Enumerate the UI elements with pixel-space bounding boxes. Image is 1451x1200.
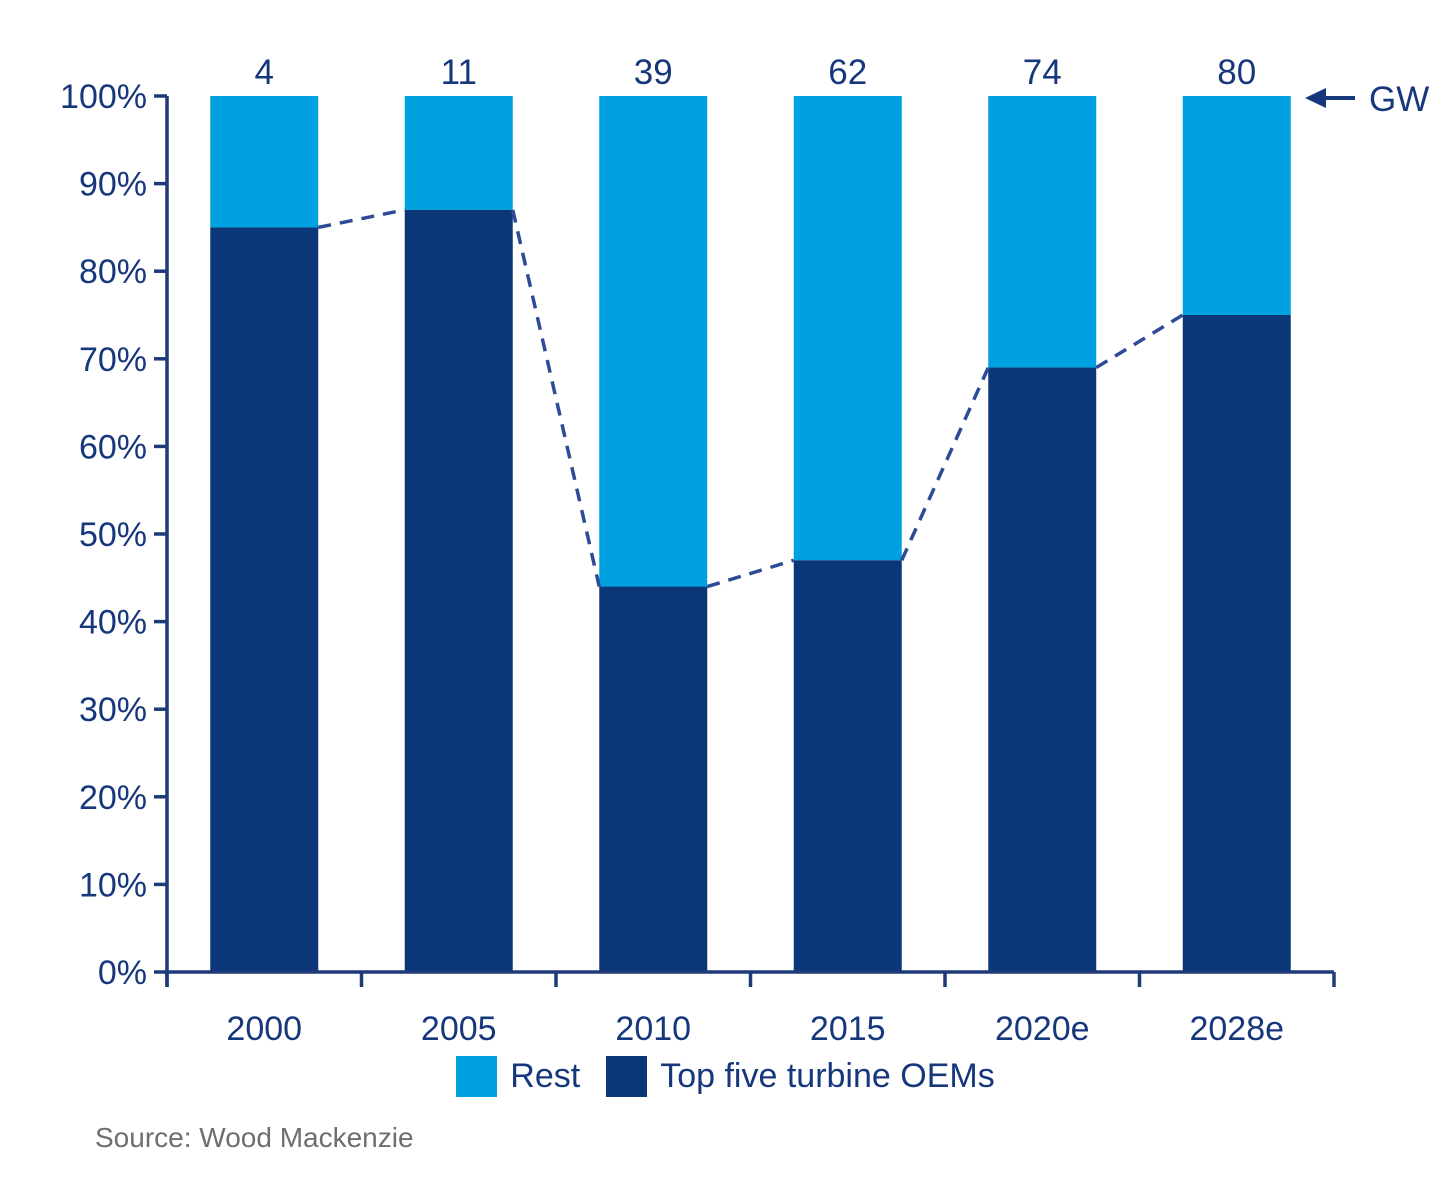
bar-2000-rest-segment bbox=[210, 96, 319, 228]
x-axis-label-2020e: 2020e bbox=[995, 1010, 1090, 1048]
gw-total-label-2015: 62 bbox=[828, 53, 867, 92]
y-axis-label-70: 70% bbox=[79, 341, 147, 379]
y-axis-label-30: 30% bbox=[79, 691, 147, 729]
y-axis-label-10: 10% bbox=[79, 866, 147, 904]
bar-2015-top-five-segment bbox=[793, 560, 902, 972]
y-axis-label-80: 80% bbox=[79, 253, 147, 291]
chart-canvas: 0% 10% 20% 30% 40% 50% 60% 70% 80% 90% 100% 2000 4 20… bbox=[60, 53, 1429, 1048]
gw-total-label-2020e: 74 bbox=[1023, 53, 1062, 92]
gw-total-label-2000: 4 bbox=[255, 53, 274, 92]
y-axis-label-20: 20% bbox=[79, 779, 147, 817]
gw-total-label-2028e: 80 bbox=[1217, 53, 1256, 92]
bar-2028e-rest-segment bbox=[1182, 96, 1291, 315]
bar-2000-top-five-segment bbox=[210, 227, 319, 972]
y-axis-label-90: 90% bbox=[79, 166, 147, 204]
trend-dashed-segment bbox=[511, 209, 601, 587]
legend-item-rest: Rest bbox=[456, 1056, 580, 1097]
y-axis-label-0: 0% bbox=[98, 954, 147, 992]
gw-unit-label: GW bbox=[1369, 80, 1429, 119]
bar-2020e-top-five-segment bbox=[988, 367, 1097, 972]
trend-dashed-segment bbox=[900, 366, 990, 561]
chart-legend: Rest Top five turbine OEMs bbox=[0, 1056, 1451, 1097]
y-axis-label-100: 100% bbox=[60, 78, 147, 116]
legend-label-rest: Rest bbox=[510, 1057, 581, 1095]
bar-2005-rest-segment bbox=[404, 96, 513, 210]
trend-dashed-segment bbox=[706, 558, 795, 589]
bar-2005-top-five-segment bbox=[404, 209, 513, 972]
gw-arrow-head-icon bbox=[1305, 88, 1326, 108]
y-axis-label-60: 60% bbox=[79, 428, 147, 466]
bar-2010-top-five-segment bbox=[599, 586, 708, 972]
legend-swatch-top-five-icon bbox=[606, 1056, 648, 1097]
x-axis-label-2005: 2005 bbox=[421, 1010, 497, 1048]
bar-2010-rest-segment bbox=[599, 96, 708, 587]
y-axis-label-50: 50% bbox=[79, 516, 147, 554]
trend-dashed-segment bbox=[317, 208, 406, 230]
x-axis-label-2015: 2015 bbox=[810, 1010, 886, 1048]
trend-dashed-segment bbox=[1095, 313, 1184, 370]
bar-2028e-top-five-segment bbox=[1182, 315, 1291, 972]
legend-item-top-five: Top five turbine OEMs bbox=[606, 1056, 995, 1097]
x-axis-label-2000: 2000 bbox=[226, 1010, 302, 1048]
gw-total-label-2005: 11 bbox=[441, 53, 477, 92]
legend-swatch-rest-icon bbox=[456, 1056, 498, 1097]
bar-2020e-rest-segment bbox=[988, 96, 1097, 368]
gw-total-label-2010: 39 bbox=[634, 53, 673, 92]
bar-2015-rest-segment bbox=[793, 96, 902, 561]
x-axis-label-2010: 2010 bbox=[615, 1010, 691, 1048]
legend-label-top-five: Top five turbine OEMs bbox=[660, 1057, 995, 1095]
x-axis-label-2028e: 2028e bbox=[1189, 1010, 1284, 1048]
source-text: Source: Wood Mackenzie bbox=[95, 1122, 414, 1153]
stacked-bar-chart: 0% 10% 20% 30% 40% 50% 60% 70% 80% 90% 100% 2000 4 20… bbox=[60, 53, 1429, 1048]
y-axis-label-40: 40% bbox=[79, 604, 147, 642]
